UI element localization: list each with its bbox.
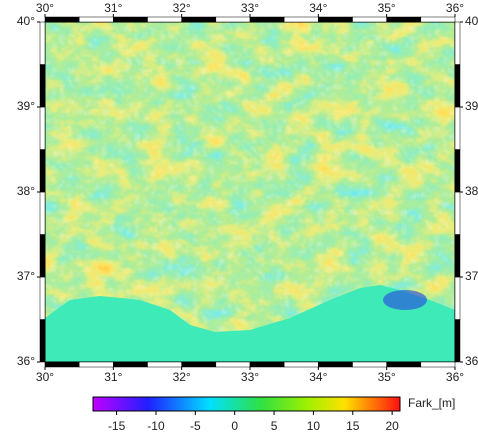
- map-figure: Fark_[m] 30° 30° 31° 31° 32° 32° 33° 33° 34° 34° 3…: [0, 0, 478, 438]
- y-tick-label: 39°: [465, 99, 478, 113]
- frame-segment: [284, 362, 318, 367]
- frame-segment: [40, 107, 45, 150]
- x-tick-label: 34°: [309, 1, 327, 15]
- x-tick-label: 33°: [241, 370, 259, 384]
- frame-segment: [45, 362, 79, 367]
- x-tick-label: 33°: [241, 1, 259, 15]
- frame-segment: [148, 362, 182, 367]
- frame-segment: [250, 17, 284, 22]
- x-tick-label: 34°: [309, 370, 327, 384]
- x-tick-label: 30°: [36, 370, 54, 384]
- frame-segment: [455, 235, 460, 278]
- frame-segment: [318, 362, 352, 367]
- frame-segment: [40, 235, 45, 278]
- frame-segment: [455, 65, 460, 108]
- frame-segment: [455, 320, 460, 363]
- colorbar: [93, 397, 400, 411]
- frame-segment: [216, 362, 250, 367]
- map-image: [45, 22, 455, 362]
- frame-segment: [421, 17, 455, 22]
- frame-segment: [216, 17, 250, 22]
- colorbar-label: Fark_[m]: [408, 396, 455, 410]
- frame-segment: [40, 65, 45, 108]
- x-tick-label: 32°: [173, 1, 191, 15]
- frame-segment: [113, 362, 147, 367]
- y-tick-label: 37°: [465, 269, 478, 283]
- y-tick-label: 37°: [17, 269, 35, 283]
- y-tick-label: 38°: [465, 184, 478, 198]
- y-tick-label: 38°: [17, 184, 35, 198]
- frame-segment: [455, 107, 460, 150]
- frame-segment: [45, 17, 79, 22]
- frame-segment: [455, 192, 460, 235]
- frame-segment: [182, 362, 216, 367]
- frame-segment: [455, 150, 460, 193]
- frame-segment: [284, 17, 318, 22]
- x-tick-label: 31°: [104, 370, 122, 384]
- x-tick-label: 32°: [173, 370, 191, 384]
- y-tick-label: 40°: [17, 14, 35, 28]
- colorbar-tick-label: 5: [271, 419, 278, 433]
- frame-segment: [387, 362, 421, 367]
- x-tick-label: 36°: [446, 370, 464, 384]
- frame-segment: [40, 150, 45, 193]
- colorbar-tick-label: 20: [385, 419, 399, 433]
- x-tick-label: 31°: [104, 1, 122, 15]
- x-tick-label: 35°: [378, 370, 396, 384]
- frame-segment: [40, 320, 45, 363]
- frame-segment: [318, 17, 352, 22]
- y-tick-label: 40°: [465, 14, 478, 28]
- frame-segment: [40, 22, 45, 65]
- frame-segment: [421, 362, 455, 367]
- frame-segment: [387, 17, 421, 22]
- frame-segment: [455, 22, 460, 65]
- frame-segment: [182, 17, 216, 22]
- frame-segment: [353, 362, 387, 367]
- frame-segment: [148, 17, 182, 22]
- frame-segment: [455, 277, 460, 320]
- colorbar-tick-label: 10: [307, 419, 321, 433]
- frame-segment: [79, 17, 113, 22]
- y-tick-label: 36°: [465, 354, 478, 368]
- colorbar-tick-label: 0: [231, 419, 238, 433]
- frame-segment: [40, 192, 45, 235]
- frame-segment: [353, 17, 387, 22]
- frame-segment: [113, 17, 147, 22]
- frame-segment: [250, 362, 284, 367]
- colorbar-tick-label: 15: [346, 419, 360, 433]
- x-tick-label: 35°: [378, 1, 396, 15]
- x-tick-label: 36°: [446, 1, 464, 15]
- frame-segment: [79, 362, 113, 367]
- depression: [383, 290, 427, 310]
- colorbar-tick-label: -15: [108, 419, 126, 433]
- y-tick-label: 39°: [17, 99, 35, 113]
- x-tick-label: 30°: [36, 1, 54, 15]
- frame-segment: [40, 277, 45, 320]
- colorbar-tick-label: -10: [147, 419, 165, 433]
- colorbar-tick-label: -5: [190, 419, 201, 433]
- y-tick-label: 36°: [17, 354, 35, 368]
